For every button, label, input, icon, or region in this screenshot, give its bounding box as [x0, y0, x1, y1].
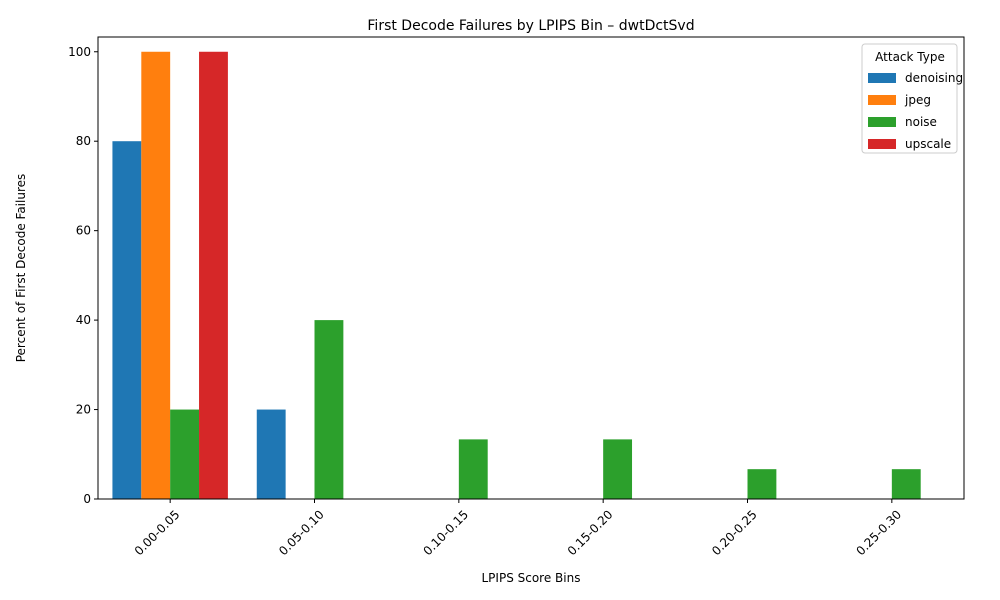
- plot-frame: [97, 36, 965, 500]
- legend-swatch-jpeg: [868, 95, 896, 105]
- y-tick-label: 100: [68, 45, 91, 59]
- legend-swatch-denoising: [868, 73, 896, 83]
- legend-label-denoising: denoising: [905, 71, 963, 85]
- chart-title: First Decode Failures by LPIPS Bin – dwt…: [367, 18, 694, 34]
- x-tick-label: 0.05-0.10: [276, 507, 327, 558]
- bar-noise-0.05-0.10: [314, 320, 344, 499]
- y-axis-label: Percent of First Decode Failures: [14, 174, 28, 363]
- legend-title: Attack Type: [875, 50, 945, 64]
- legend-label-jpeg: jpeg: [904, 93, 931, 107]
- legend-label-upscale: upscale: [905, 137, 951, 151]
- bar-denoising-0.05-0.10: [256, 409, 286, 499]
- bar-noise-0.10-0.15: [458, 439, 488, 499]
- x-tick-label: 0.20-0.25: [709, 507, 760, 558]
- y-tick-label: 40: [76, 313, 91, 327]
- bar-denoising-0.00-0.05: [112, 141, 142, 500]
- x-tick-label: 0.10-0.15: [420, 507, 471, 558]
- y-tick-label: 60: [76, 224, 91, 238]
- y-tick-label: 0: [83, 492, 91, 506]
- bar-noise-0.25-0.30: [891, 469, 921, 499]
- bars-layer: [112, 51, 921, 500]
- x-tick-label: 0.25-0.30: [853, 507, 904, 558]
- bar-noise-0.00-0.05: [170, 409, 200, 499]
- bar-noise-0.20-0.25: [747, 469, 777, 499]
- y-tick-label: 80: [76, 134, 91, 148]
- x-axis: 0.00-0.05 0.05-0.10 0.10-0.15 0.15-0.20 0.20…: [132, 499, 904, 558]
- x-tick-label: 0.15-0.20: [565, 507, 616, 558]
- y-axis: 0 20 40 60 80 100: [68, 45, 98, 506]
- legend-swatch-upscale: [868, 139, 896, 149]
- bar-noise-0.15-0.20: [603, 439, 633, 499]
- x-axis-label: LPIPS Score Bins: [482, 571, 581, 585]
- x-tick-label: 0.00-0.05: [132, 507, 183, 558]
- bar-upscale-0.00-0.05: [199, 51, 228, 500]
- legend: Attack Type denoising jpeg noise upscale: [861, 43, 963, 154]
- legend-label-noise: noise: [905, 115, 937, 129]
- legend-items: denoising jpeg noise upscale: [868, 71, 963, 151]
- legend-swatch-noise: [868, 117, 896, 127]
- bar-jpeg-0.00-0.05: [141, 51, 171, 500]
- y-tick-label: 20: [76, 403, 91, 417]
